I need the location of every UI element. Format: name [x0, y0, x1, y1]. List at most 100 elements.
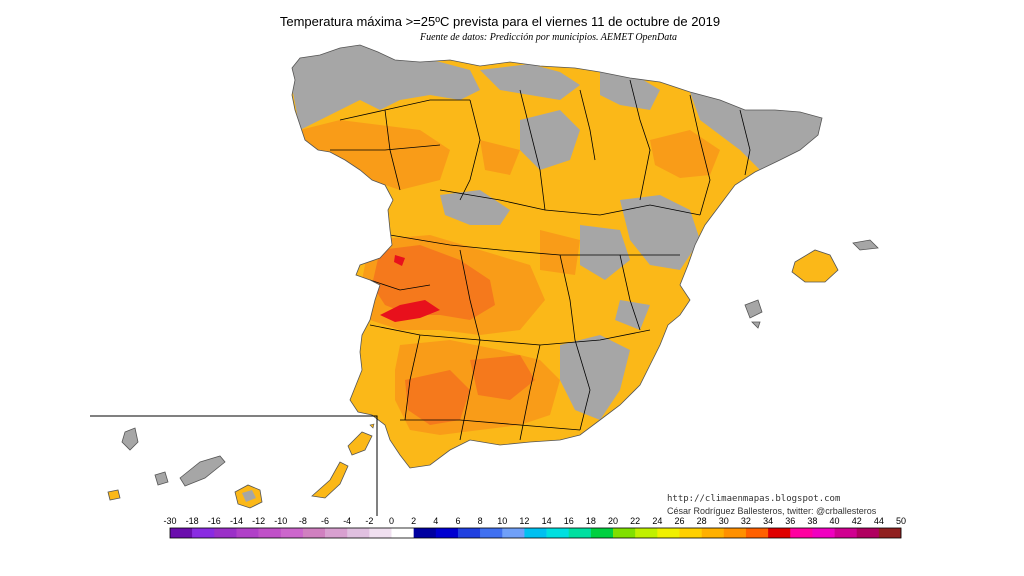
legend-tick-label: -12	[252, 516, 265, 526]
legend-tick-label: 50	[896, 516, 906, 526]
legend-swatch	[878, 528, 902, 538]
legend-tick-label: 8	[478, 516, 483, 526]
legend-tick-label: -6	[321, 516, 329, 526]
legend-swatch	[502, 528, 525, 538]
ibiza	[744, 299, 763, 319]
legend-swatch	[546, 528, 570, 538]
red-zone-badajoz	[380, 300, 440, 322]
legend-tick-label: 26	[674, 516, 684, 526]
menorca	[852, 239, 879, 251]
legend-swatch	[413, 528, 437, 538]
legend-tick-label: 18	[586, 516, 596, 526]
legend-swatch	[768, 528, 791, 538]
orange-zone-ebro	[650, 130, 720, 178]
legend-tick-label: 12	[519, 516, 529, 526]
data-source: Fuente de datos: Predicción por municipi…	[420, 32, 677, 43]
tenerife	[179, 455, 226, 487]
legend-swatch	[347, 528, 370, 538]
legend-swatch	[613, 528, 636, 538]
legend-swatch	[258, 528, 282, 538]
gray-zone-northwest	[292, 45, 480, 130]
legend-swatch	[568, 528, 592, 538]
gray-zone-teruel	[620, 195, 700, 270]
orange-zone-galicia-inland	[300, 120, 450, 190]
legend-tick-label: -8	[299, 516, 307, 526]
fuerteventura	[311, 461, 349, 499]
legend-tick-label: 0	[389, 516, 394, 526]
legend-swatch	[812, 528, 835, 538]
author-credit: César Rodríguez Ballesteros, twitter: @c…	[667, 506, 877, 516]
legend-tick-label: 36	[785, 516, 795, 526]
legend-tick-label: -30	[163, 516, 176, 526]
map-title: Temperatura máxima >=25ºC prevista para …	[279, 14, 721, 29]
legend-swatch	[790, 528, 813, 538]
legend-tick-label: 4	[433, 516, 438, 526]
legend-tick-label: 40	[830, 516, 840, 526]
legend-tick-label: 14	[542, 516, 552, 526]
legend-swatch	[369, 528, 392, 538]
la-graciosa	[369, 423, 375, 429]
legend-tick-label: 32	[741, 516, 751, 526]
legend-swatch	[170, 528, 193, 538]
legend-swatch	[701, 528, 725, 538]
mallorca	[791, 249, 839, 283]
legend-tick-label: 44	[874, 516, 884, 526]
canary-inset-frame	[90, 415, 378, 516]
legend-tick-label: 10	[497, 516, 507, 526]
formentera	[751, 321, 761, 329]
orange-zone-duero	[480, 140, 520, 175]
legend-swatch	[635, 528, 658, 538]
legend-tick-label: 28	[697, 516, 707, 526]
legend-tick-label: 42	[852, 516, 862, 526]
legend-tick-label: -4	[343, 516, 351, 526]
legend-tick-label: 38	[807, 516, 817, 526]
legend-swatch	[236, 528, 259, 538]
legend-tick-label: -14	[230, 516, 243, 526]
blog-url: http://climaenmapas.blogspot.com	[667, 494, 841, 504]
legend-tick-label: -10	[274, 516, 287, 526]
la-palma	[121, 427, 139, 451]
legend-tick-label: 20	[608, 516, 618, 526]
gray-zone-iberian-north	[520, 110, 580, 170]
legend-swatch	[679, 528, 702, 538]
red-zone-caceres	[394, 255, 405, 266]
legend-swatch	[435, 528, 459, 538]
legend-tick-label: -16	[208, 516, 221, 526]
legend-swatch	[590, 528, 614, 538]
legend-swatch	[457, 528, 481, 538]
legend-tick-label: 24	[652, 516, 662, 526]
legend-tick-label: 30	[719, 516, 729, 526]
legend-swatch	[192, 528, 215, 538]
el-hierro	[107, 489, 121, 501]
legend-tick-label: 22	[630, 516, 640, 526]
gray-zone-cantabria	[480, 64, 580, 100]
canary-islands	[107, 423, 375, 509]
legend-swatch	[745, 528, 769, 538]
legend-tick-label: 16	[564, 516, 574, 526]
legend-swatch	[657, 528, 680, 538]
lanzarote	[347, 431, 373, 456]
gray-zone-albacete	[615, 300, 650, 330]
legend-swatch	[723, 528, 747, 538]
gray-zone-southeast	[560, 335, 630, 420]
legend-swatch	[391, 528, 414, 538]
legend-swatch	[280, 528, 304, 538]
legend-swatch	[302, 528, 326, 538]
gran-canaria-summit	[242, 490, 256, 502]
legend-swatch	[856, 528, 880, 538]
darkorange-zone-cordoba	[470, 355, 535, 400]
legend-swatch	[325, 528, 348, 538]
legend-tick-label: -18	[186, 516, 199, 526]
la-gomera	[154, 471, 169, 486]
legend-tick-label: 2	[411, 516, 416, 526]
temperature-zones	[292, 45, 822, 441]
darkorange-zone-guadalquivir	[405, 370, 470, 425]
legend-swatch	[524, 528, 547, 538]
province-borders	[330, 79, 751, 441]
legend-tick-label: 34	[763, 516, 773, 526]
legend-swatch	[480, 528, 503, 538]
gray-zone-pyrenees-west	[600, 72, 660, 110]
orange-zone-la-mancha	[540, 230, 580, 275]
